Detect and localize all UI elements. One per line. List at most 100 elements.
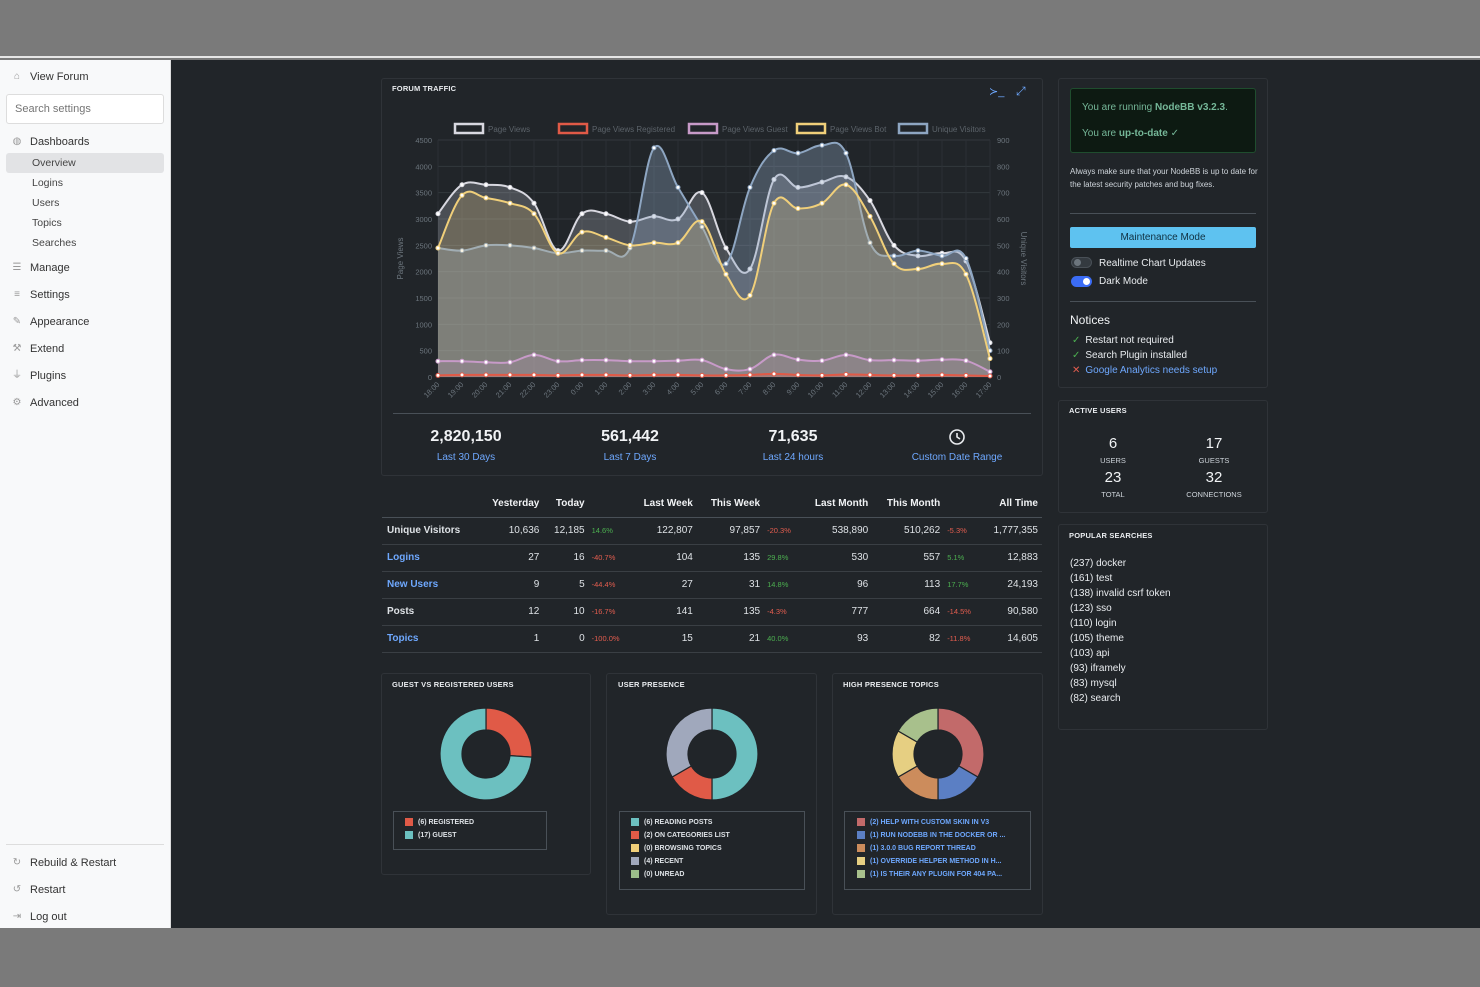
sidebar-item-appearance[interactable]: ✎ Appearance (12, 316, 90, 328)
popular-search-item[interactable]: (161) test (1070, 573, 1113, 584)
data-point (771, 371, 777, 377)
logout-button[interactable]: ⇥ Log out (12, 911, 67, 923)
stat-24hours-link[interactable]: Last 24 hours (762, 452, 824, 463)
legend-item[interactable]: (1) RUN NODEBB IN THE DOCKER OR ... (857, 831, 1005, 839)
legend-item[interactable]: (2) HELP WITH CUSTOM SKIN IN V3 (857, 818, 989, 826)
data-point (699, 372, 705, 378)
legend-label: (6) READING POSTS (644, 818, 713, 826)
sidebar-item-searches[interactable]: Searches (32, 237, 77, 249)
y2-tick-label: 0 (997, 373, 1001, 382)
legend-swatch (631, 857, 639, 865)
popular-search-item[interactable]: (83) mysql (1070, 678, 1117, 689)
legend-label[interactable]: Page Views Bot (830, 125, 887, 134)
view-forum-link[interactable]: ⌂ View Forum (13, 71, 89, 83)
popular-search-item[interactable]: (237) docker (1070, 558, 1127, 569)
data-point (579, 248, 585, 254)
version-number: NodeBB v3.2.3 (1155, 102, 1226, 113)
sidebar-item-dashboards[interactable]: ◍ Dashboards (12, 136, 90, 148)
stats-cell: 135 (696, 598, 765, 626)
check-icon: ✓ (1072, 335, 1081, 346)
bottom-margin (0, 928, 1480, 987)
rebuild-restart-button[interactable]: ↻ Rebuild & Restart (12, 857, 117, 869)
data-point (771, 177, 777, 182)
data-point (723, 372, 729, 378)
data-point (963, 358, 969, 364)
stat-7days-link[interactable]: Last 7 Days (603, 452, 657, 463)
stats-row-label[interactable]: Topics (382, 625, 479, 653)
realtime-chart-toggle[interactable] (1071, 257, 1092, 268)
popular-search-item[interactable]: (82) search (1070, 693, 1121, 704)
expand-icon[interactable]: ⤢ (1016, 84, 1026, 98)
x-tick-label: 6:00 (713, 380, 730, 397)
legend-swatch[interactable] (897, 122, 929, 135)
update-note: Always make sure that your NodeBB is up … (1070, 167, 1258, 189)
data-point (627, 358, 633, 364)
search-settings-input[interactable] (6, 94, 164, 124)
dark-mode-toggle[interactable] (1071, 276, 1092, 287)
legend-label[interactable]: (1) IS THEIR ANY PLUGIN FOR 404 PA... (870, 870, 1003, 878)
sidebar-item-topics[interactable]: Topics (32, 217, 62, 229)
legend-swatch[interactable] (795, 122, 827, 135)
data-point (579, 229, 585, 235)
legend-label[interactable]: (2) HELP WITH CUSTOM SKIN IN V3 (870, 818, 990, 826)
notice-text[interactable]: Google Analytics needs setup (1085, 365, 1218, 376)
legend-label[interactable]: (1) RUN NODEBB IN THE DOCKER OR ... (870, 831, 1006, 839)
sidebar-item-manage[interactable]: ☰ Manage (12, 262, 70, 274)
popular-search-item[interactable]: (103) api (1070, 648, 1110, 659)
legend-label[interactable]: Unique Visitors (932, 125, 986, 134)
data-point (747, 292, 753, 298)
stats-change-badge: 29.8% (764, 544, 801, 572)
stats-change-badge: 14.8% (764, 571, 801, 599)
sidebar-item-overview[interactable]: Overview (32, 157, 76, 169)
sidebar-item-users[interactable]: Users (32, 197, 60, 209)
data-point (915, 253, 921, 259)
data-point (987, 356, 993, 362)
popular-search-item[interactable]: (123) sso (1070, 603, 1112, 614)
stats-row-label[interactable]: New Users (382, 571, 479, 599)
stats-cell: 27 (478, 544, 544, 572)
data-point (507, 242, 513, 248)
data-point (747, 366, 753, 372)
sidebar-item-logins[interactable]: Logins (32, 177, 63, 189)
maintenance-mode-button[interactable]: Maintenance Mode (1070, 227, 1256, 248)
legend-swatch[interactable] (687, 122, 719, 135)
clock-icon[interactable] (948, 428, 966, 446)
popular-search-item[interactable]: (93) iframely (1070, 663, 1126, 674)
legend-label[interactable]: Page Views Guest (722, 125, 788, 134)
y-tick-label: 2500 (415, 241, 432, 250)
sidebar-item-extend[interactable]: ⚒ Extend (12, 343, 65, 355)
stats-divider (393, 413, 1031, 414)
popular-search-item[interactable]: (138) invalid csrf token (1070, 588, 1171, 599)
popular-search-item[interactable]: (105) theme (1070, 633, 1124, 644)
stats-cell: 15 (629, 625, 697, 653)
legend-label[interactable]: Page Views Registered (592, 125, 675, 134)
sidebar-item-settings[interactable]: ≡ Settings (12, 289, 70, 301)
legend-item[interactable]: (1) IS THEIR ANY PLUGIN FOR 404 PA... (857, 870, 1002, 878)
legend-item[interactable]: (1) 3.0.0 BUG REPORT THREAD (857, 844, 976, 852)
legend-swatch[interactable] (557, 122, 589, 135)
stats-change-badge: -40.7% (588, 544, 630, 572)
restart-button[interactable]: ↺ Restart (12, 884, 66, 896)
data-point (483, 372, 489, 378)
stats-cell: 16 (543, 544, 589, 572)
sidebar-item-plugins[interactable]: ⏚ Plugins (12, 370, 67, 382)
guest-vs-registered-panel (381, 673, 591, 875)
y2-tick-label: 300 (997, 294, 1010, 303)
legend-label[interactable]: (1) OVERRIDE HELPER METHOD IN H... (870, 857, 1002, 865)
stats-cell: 10 (543, 598, 589, 626)
legend-item[interactable]: (1) OVERRIDE HELPER METHOD IN H... (857, 857, 1001, 865)
sidebar-item-advanced[interactable]: ⚙ Advanced (12, 397, 79, 409)
x-tick-label: 22:00 (518, 380, 538, 400)
legend-swatch[interactable] (453, 122, 485, 135)
legend-label[interactable]: (1) 3.0.0 BUG REPORT THREAD (870, 844, 976, 852)
brush-icon: ✎ (12, 316, 22, 327)
custom-date-range-link[interactable]: Custom Date Range (911, 452, 1003, 463)
terminal-icon[interactable]: ≻_ (989, 86, 1005, 98)
stat-30days-link[interactable]: Last 30 Days (436, 452, 496, 463)
stats-row-label[interactable]: Logins (382, 544, 479, 572)
popular-searches-panel (1058, 524, 1268, 730)
dark-mode-label: Dark Mode (1099, 276, 1148, 287)
legend-label[interactable]: Page Views (488, 125, 530, 134)
popular-search-item[interactable]: (110) login (1070, 618, 1117, 629)
y2-tick-label: 800 (997, 162, 1010, 171)
